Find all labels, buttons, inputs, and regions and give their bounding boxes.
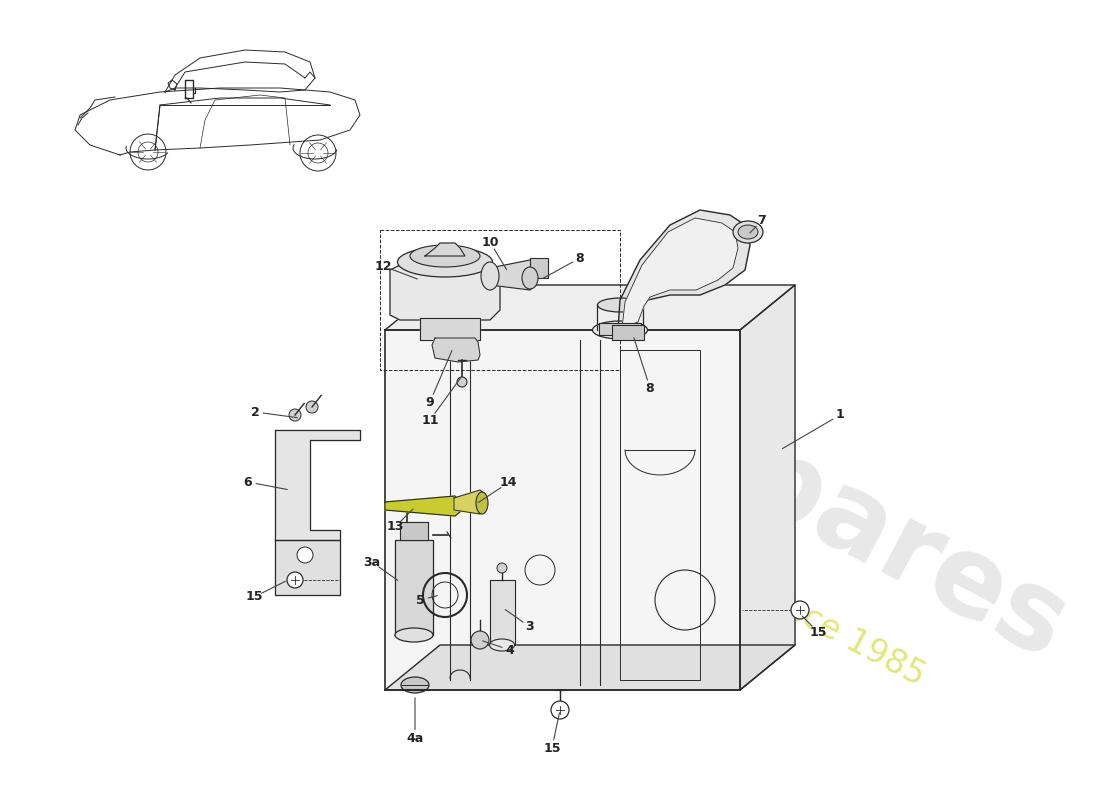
Ellipse shape <box>733 221 763 243</box>
Ellipse shape <box>490 639 515 651</box>
Polygon shape <box>432 338 480 362</box>
Text: 13: 13 <box>386 521 404 534</box>
Circle shape <box>551 701 569 719</box>
Text: 8: 8 <box>575 251 584 265</box>
Ellipse shape <box>738 225 758 239</box>
Ellipse shape <box>402 677 429 693</box>
Circle shape <box>471 631 490 649</box>
Ellipse shape <box>597 298 642 312</box>
FancyBboxPatch shape <box>612 325 643 340</box>
Polygon shape <box>400 522 428 540</box>
Text: 3: 3 <box>526 621 535 634</box>
Polygon shape <box>740 285 795 690</box>
Text: a passion for parts since 1985: a passion for parts since 1985 <box>470 427 931 693</box>
Polygon shape <box>454 490 485 514</box>
Text: 15: 15 <box>810 626 827 638</box>
Polygon shape <box>420 318 480 340</box>
Ellipse shape <box>397 247 493 277</box>
FancyBboxPatch shape <box>530 258 548 278</box>
Ellipse shape <box>481 262 499 290</box>
Text: 11: 11 <box>421 414 439 426</box>
Text: 4: 4 <box>506 643 515 657</box>
Text: 12: 12 <box>374 259 392 273</box>
Text: eurospares: eurospares <box>415 258 1086 682</box>
Text: 14: 14 <box>499 477 517 490</box>
Text: 15: 15 <box>543 742 561 754</box>
Text: 5: 5 <box>416 594 425 606</box>
Polygon shape <box>490 580 515 645</box>
Polygon shape <box>621 218 738 328</box>
Circle shape <box>497 563 507 573</box>
Ellipse shape <box>476 492 488 514</box>
Text: 6: 6 <box>244 475 252 489</box>
Text: 8: 8 <box>646 382 654 394</box>
Ellipse shape <box>410 245 480 267</box>
Polygon shape <box>385 496 460 516</box>
Text: 7: 7 <box>758 214 767 226</box>
Circle shape <box>289 409 301 421</box>
Polygon shape <box>275 540 340 595</box>
Ellipse shape <box>395 628 433 642</box>
Ellipse shape <box>522 267 538 289</box>
Polygon shape <box>618 210 750 330</box>
Polygon shape <box>395 540 433 635</box>
Circle shape <box>456 377 468 387</box>
Polygon shape <box>385 330 740 690</box>
Polygon shape <box>490 260 535 290</box>
FancyBboxPatch shape <box>600 323 641 335</box>
Circle shape <box>791 601 808 619</box>
Text: 1: 1 <box>836 409 845 422</box>
Ellipse shape <box>593 321 648 339</box>
Polygon shape <box>425 243 465 256</box>
Circle shape <box>287 572 303 588</box>
Polygon shape <box>385 285 795 330</box>
Text: 10: 10 <box>482 235 498 249</box>
Text: 3a: 3a <box>363 555 381 569</box>
Circle shape <box>306 401 318 413</box>
Text: 9: 9 <box>426 395 434 409</box>
Polygon shape <box>275 430 360 540</box>
Polygon shape <box>390 265 501 320</box>
Polygon shape <box>385 645 795 690</box>
Text: 4a: 4a <box>406 731 424 745</box>
Text: 15: 15 <box>245 590 263 603</box>
Text: 2: 2 <box>251 406 260 418</box>
Circle shape <box>297 547 313 563</box>
